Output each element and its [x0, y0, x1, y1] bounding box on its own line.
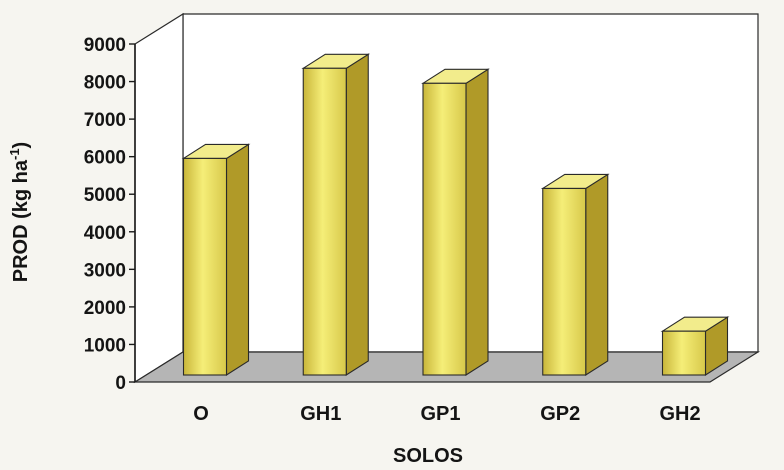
bars-group [181, 53, 730, 377]
y-tick-label: 1000 [84, 335, 126, 356]
x-tick-label: O [193, 403, 209, 425]
bar [540, 173, 610, 377]
y-axis-title-main: PROD (kg ha [10, 159, 32, 282]
bar-front [302, 67, 347, 376]
bar-side [585, 173, 609, 377]
bar-side [225, 143, 250, 377]
y-tick-label: 5000 [84, 185, 126, 206]
bar [421, 68, 490, 377]
y-tick-label: 9000 [84, 35, 126, 56]
x-axis: O GH1 GP1 GP2 GH2 [193, 403, 700, 425]
bar [660, 316, 730, 377]
y-tick-label: 8000 [84, 73, 126, 94]
bar [181, 143, 251, 377]
x-axis-title: SOLOS [393, 445, 463, 467]
bar-front [542, 187, 587, 376]
y-tick-label: 4000 [84, 223, 126, 244]
bar-front [422, 82, 467, 376]
x-tick-label: GP2 [540, 403, 580, 425]
bar-front [182, 157, 228, 376]
y-tick-label: 6000 [84, 148, 126, 169]
bar-side [465, 68, 489, 377]
x-tick-label: GP1 [420, 403, 460, 425]
y-tick-label: 0 [115, 373, 126, 394]
y-tick-label: 3000 [84, 260, 126, 281]
bar-front [661, 330, 707, 376]
x-tick-label: GH1 [300, 403, 341, 425]
y-axis: 0 1000 2000 3000 4000 5000 6000 7000 8000 9000 [84, 35, 136, 394]
y-tick-label: 7000 [84, 110, 126, 131]
y-axis-title: PROD (kg ha-1) [7, 142, 32, 282]
bar [301, 53, 371, 377]
y-axis-title-superscript: -1 [7, 148, 22, 160]
y-tick-label: 2000 [84, 298, 126, 319]
bar-side [345, 53, 369, 377]
x-tick-label: GH2 [659, 403, 700, 425]
left-wall [134, 12, 184, 384]
y-axis-title-close: ) [10, 142, 32, 149]
